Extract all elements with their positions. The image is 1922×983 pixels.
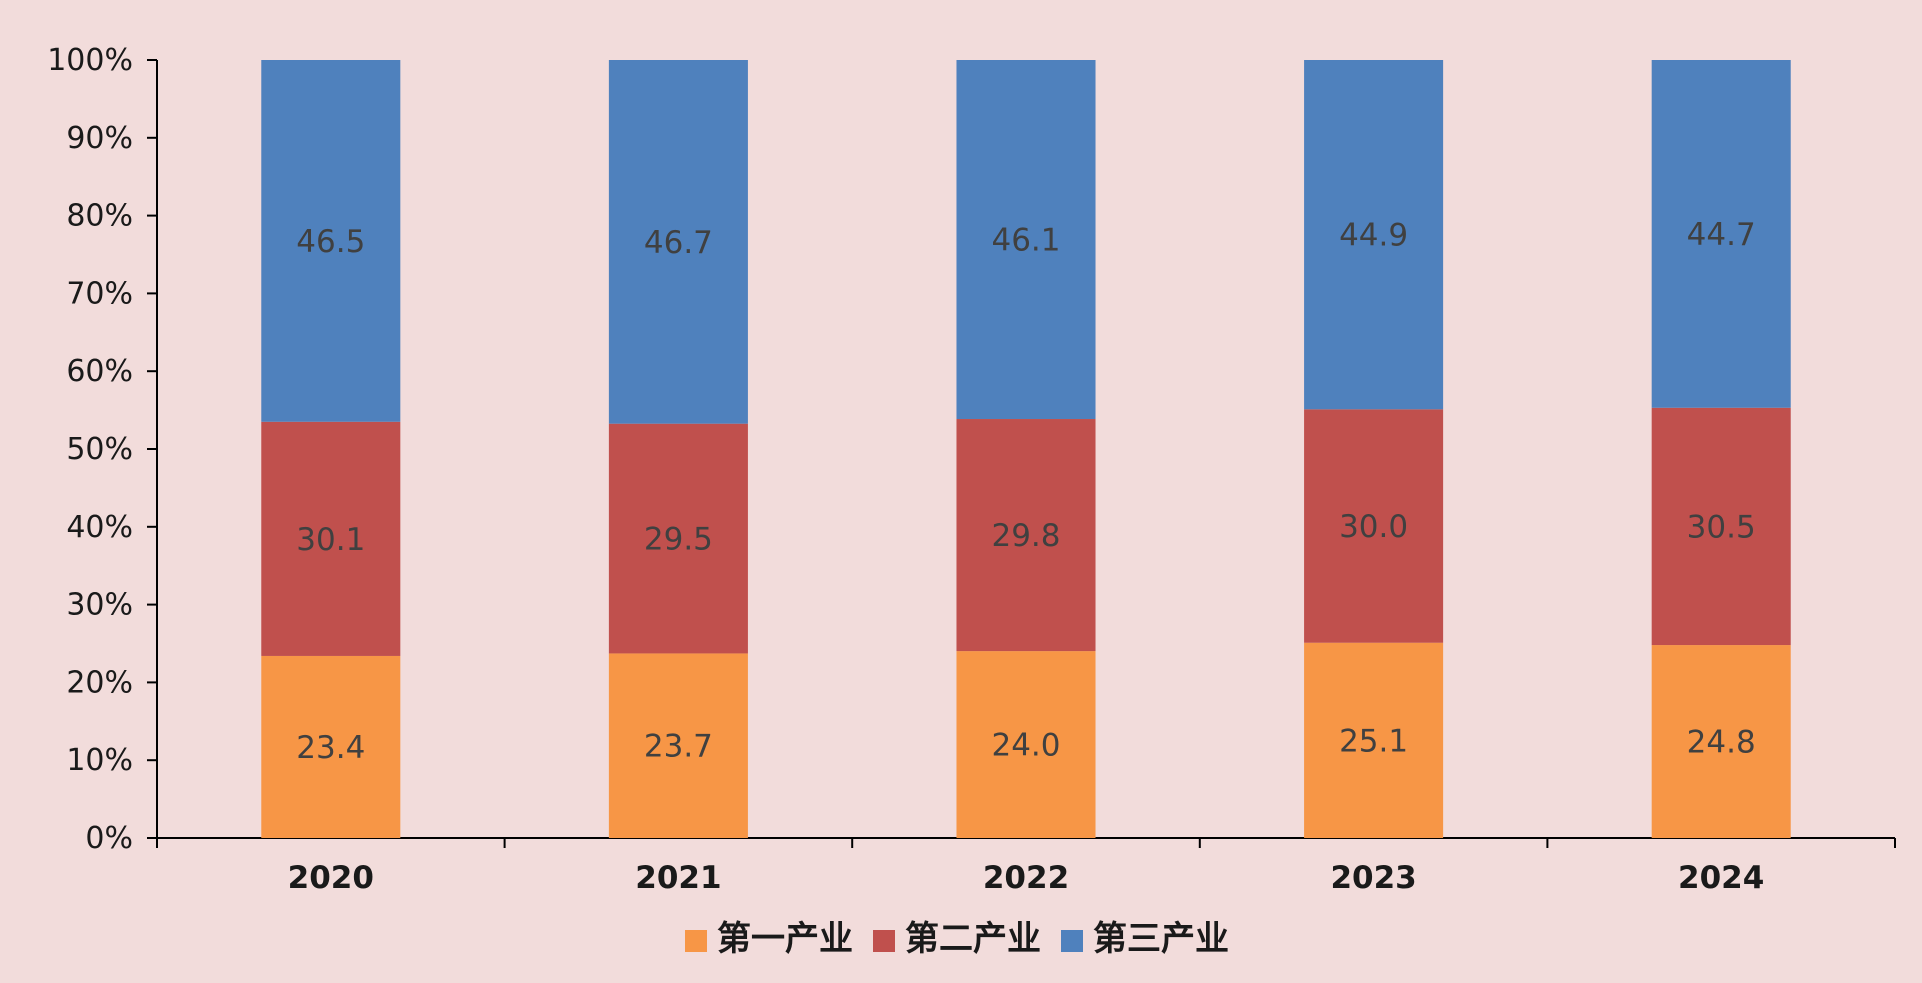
data-label: 25.1 <box>1339 723 1408 759</box>
data-label: 24.8 <box>1687 725 1756 761</box>
bar-segment-2 <box>261 421 401 656</box>
bar-segment-1 <box>1304 642 1444 838</box>
legend-swatch <box>873 930 895 952</box>
data-label: 44.9 <box>1339 218 1408 254</box>
x-tick-label: 2021 <box>635 860 721 896</box>
data-label: 23.4 <box>296 730 365 766</box>
y-tick-label: 40% <box>66 510 133 545</box>
y-tick-label: 30% <box>66 588 133 623</box>
x-axis: 2020 2021 2022 2023 2024 <box>156 837 1896 896</box>
bar-segment-3 <box>1651 60 1791 408</box>
y-tick-label: 80% <box>66 199 133 234</box>
y-tick-label: 100% <box>47 43 133 78</box>
x-tick-label: 2022 <box>983 860 1069 896</box>
legend-label: 第二产业 <box>905 919 1041 959</box>
bar-segment-1 <box>1651 645 1791 838</box>
y-tick-label: 70% <box>66 276 133 311</box>
y-tick-label: 0% <box>85 821 133 856</box>
data-label: 30.0 <box>1339 509 1408 545</box>
data-label: 46.1 <box>991 223 1060 259</box>
bar-segment-1 <box>608 653 748 838</box>
bar-segment-1 <box>261 655 401 838</box>
bar-segment-3 <box>608 60 748 424</box>
data-label: 23.7 <box>644 729 713 765</box>
data-label: 29.5 <box>644 522 713 558</box>
data-label: 30.5 <box>1687 509 1756 545</box>
bar-segment-2 <box>956 419 1096 652</box>
bar-segment-3 <box>956 60 1096 420</box>
x-tick-label: 2020 <box>288 860 374 896</box>
data-labels-group: 23.4 30.1 46.5 23.7 29.5 46.7 24.0 29.8 46.1 25.1… <box>296 217 1755 766</box>
bar-segment-3 <box>1304 60 1444 410</box>
bar-segment-2 <box>1304 409 1444 643</box>
bars-group <box>261 60 1791 838</box>
data-label: 46.5 <box>296 224 365 260</box>
x-tick-label: 2024 <box>1678 860 1764 896</box>
data-label: 46.7 <box>644 225 713 261</box>
bar-segment-2 <box>608 423 748 654</box>
y-tick-label: 10% <box>66 743 133 778</box>
data-label: 44.7 <box>1687 217 1756 253</box>
bar-segment-1 <box>956 651 1096 838</box>
y-tick-label: 60% <box>66 354 133 389</box>
bar-segment-3 <box>261 60 401 422</box>
data-label: 29.8 <box>991 518 1060 554</box>
data-label: 24.0 <box>991 728 1060 764</box>
legend: 第一产业 第二产业 第三产业 <box>685 919 1229 959</box>
data-label: 30.1 <box>296 522 365 558</box>
legend-swatch <box>1061 930 1083 952</box>
legend-swatch <box>685 930 707 952</box>
legend-label: 第一产业 <box>717 919 853 959</box>
x-tick-label: 2023 <box>1330 860 1416 896</box>
bar-segment-2 <box>1651 407 1791 646</box>
y-tick-label: 90% <box>66 121 133 156</box>
legend-label: 第三产业 <box>1093 919 1229 959</box>
y-tick-label: 20% <box>66 665 133 700</box>
y-axis: 0% 10% 20% 30% 40% 50% 60% 70% 80% 90% 100% <box>47 43 158 856</box>
y-tick-label: 50% <box>66 432 133 467</box>
